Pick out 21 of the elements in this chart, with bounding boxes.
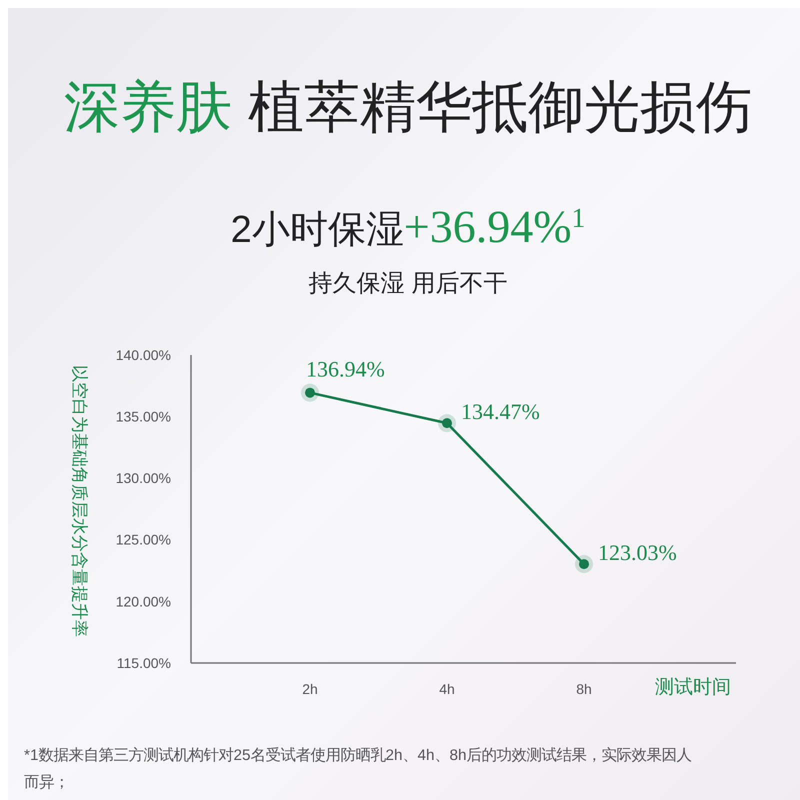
y-tick-label: 115.00% [116,654,171,671]
chart-title: 深养肤 植萃精华抵御光损伤 [64,75,752,138]
x-axis-title: 测试时间 [655,677,731,698]
data-label: 136.94% [306,356,385,382]
text: 持久保湿 用后不干 [308,270,508,297]
point [301,384,319,402]
x-tick-label: 4h [439,681,455,697]
data-label: 134.47% [461,399,540,424]
y-tick-label: 125.00% [116,532,171,548]
y-axis-title: 以空白为基础角质层水分含量提升率 [70,365,90,637]
chart-subtitle: 2小时保湿+36.94%$^{1}$ [230,201,586,252]
point [438,414,456,432]
y-tick-label: 120.00% [116,593,171,610]
data-label: 123.03% [598,540,677,566]
point [575,555,593,574]
x-tick-label: 2h [302,681,318,697]
y-tick-label: 130.00% [116,470,171,486]
x-tick-label: 8h [576,681,592,697]
y-tick-label: 135.00% [116,408,171,424]
text: *1数据来自第三方测试机构针对25名受试者使用防晒乳2h、4h、8h后的功效测试结果，实际效果因人而异； [24,747,692,791]
y-tick-label: 140.00% [116,346,171,363]
